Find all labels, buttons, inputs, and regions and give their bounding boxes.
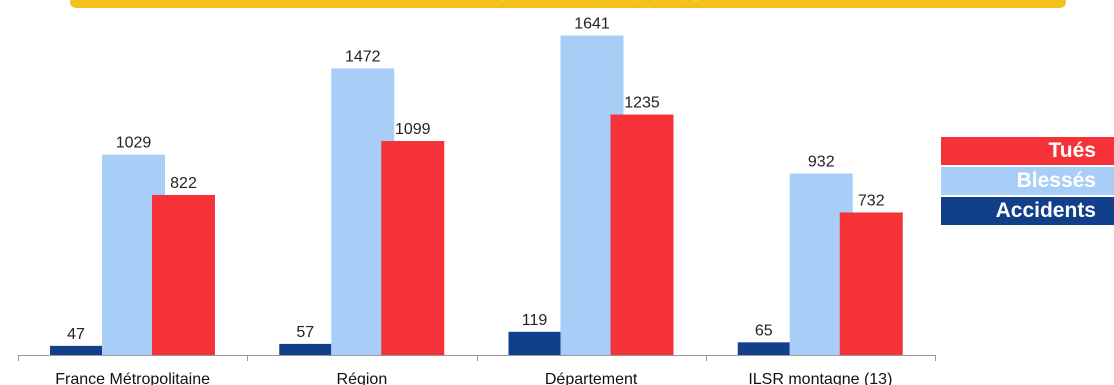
legend-item-tues: Tués (941, 137, 1114, 165)
category-label: Région (337, 371, 388, 385)
bar-accidents (50, 345, 102, 355)
bar-tués (152, 194, 215, 355)
data-label: 1641 (574, 15, 610, 32)
data-label: 47 (67, 326, 85, 343)
data-label: 1029 (116, 135, 152, 152)
chart-title: million d'habitants (70, 0, 1066, 8)
data-label: 57 (296, 324, 314, 341)
bar-accidents (279, 343, 332, 355)
data-label: 1099 (395, 121, 431, 138)
bar-tués (610, 114, 674, 355)
data-label: 65 (755, 322, 773, 339)
bar-accidents (737, 342, 790, 355)
data-label: 932 (808, 154, 835, 171)
legend-item-blesses: Blessés (941, 167, 1114, 195)
bar-tués (381, 141, 445, 355)
data-label: 1235 (624, 95, 660, 112)
data-label: 822 (170, 175, 197, 192)
bar-chart: 47 1029 822 France Métropolitaine 57 1472 1099… (18, 15, 936, 385)
data-label: 1472 (345, 48, 381, 65)
data-label: 732 (858, 192, 885, 209)
title-banner: million d'habitants (70, 0, 1066, 8)
bar-accidents (508, 331, 561, 355)
data-label: 119 (522, 312, 548, 329)
category-label: Département (545, 371, 638, 385)
bar-tués (839, 212, 903, 355)
category-label: France Métropolitaine (55, 371, 210, 385)
category-label: ILSR montagne (13) (748, 371, 892, 385)
legend-item-accidents: Accidents (941, 197, 1114, 225)
